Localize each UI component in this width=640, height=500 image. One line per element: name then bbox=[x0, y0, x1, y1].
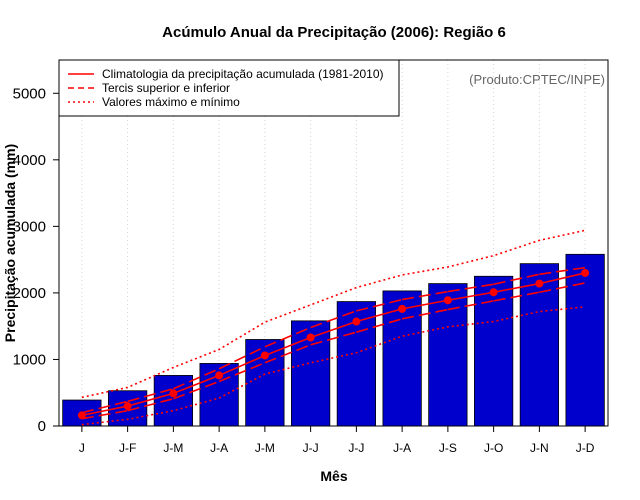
x-tick-label: J-M bbox=[163, 441, 183, 455]
x-tick-label: J-O bbox=[484, 441, 503, 455]
x-tick-label: J-D bbox=[576, 441, 595, 455]
climatology-point bbox=[215, 371, 224, 380]
bar bbox=[565, 253, 605, 427]
x-tick-label: J-F bbox=[119, 441, 136, 455]
bar bbox=[245, 339, 285, 427]
bar bbox=[382, 290, 422, 427]
y-tick-label: 5000 bbox=[13, 85, 46, 102]
y-tick-label: 3000 bbox=[13, 218, 46, 235]
upper-tercile-segment bbox=[493, 273, 540, 286]
lower-tercile-segment bbox=[173, 380, 220, 400]
y-tick-label: 1000 bbox=[13, 351, 46, 368]
x-tick-label: J-S bbox=[439, 441, 457, 455]
y-axis: 0 1000 2000 3000 4000 5000 bbox=[13, 85, 59, 435]
lower-tercile-segment bbox=[81, 409, 128, 420]
y-tick-label: 0 bbox=[38, 418, 46, 435]
bar bbox=[428, 283, 468, 427]
lower-tercile-segment bbox=[356, 318, 403, 333]
lower-tercile-segment bbox=[127, 397, 174, 412]
climatology-point bbox=[398, 304, 407, 313]
x-tick-label: J-J bbox=[348, 441, 364, 455]
upper-tercile-segment bbox=[218, 346, 266, 370]
climatology-point bbox=[581, 268, 590, 277]
lower-tercile-segment bbox=[539, 282, 586, 294]
chart-title: Acúmulo Anual da Precipitação (2006): Re… bbox=[162, 24, 506, 41]
lower-tercile-segment bbox=[401, 308, 449, 320]
x-tick-label: J-A bbox=[393, 441, 411, 455]
climatology-point bbox=[77, 411, 86, 420]
climatology-point bbox=[352, 317, 361, 326]
credit-text: (Produto:CPTEC/INPE) bbox=[469, 72, 605, 87]
x-tick-label: J-J bbox=[303, 441, 319, 455]
y-axis-title: Precipitação acumulada (mm) bbox=[2, 144, 18, 342]
upper-tercile-segment bbox=[447, 283, 494, 293]
x-tick-label: J-N bbox=[530, 441, 549, 455]
x-axis: J J-F J-M J-A J-M J-J J-J J-A J-S J-O J-N J-D bbox=[79, 426, 595, 455]
upper-tercile-segment bbox=[173, 368, 220, 390]
x-tick-label: J bbox=[79, 441, 85, 455]
y-tick-label: 2000 bbox=[13, 285, 46, 302]
legend-label-climatology: Climatologia da precipitação acumulada (… bbox=[102, 67, 384, 81]
bar bbox=[519, 263, 559, 427]
legend-box bbox=[58, 59, 400, 117]
upper-tercile-segment bbox=[81, 400, 128, 414]
y-tick-label: 4000 bbox=[13, 152, 46, 169]
max-line bbox=[81, 229, 586, 399]
x-tick-label: J-M bbox=[255, 441, 275, 455]
climatology-line bbox=[81, 272, 586, 417]
upper-tercile-segment bbox=[356, 298, 403, 312]
climatology-point bbox=[123, 402, 132, 411]
climatology-point bbox=[260, 351, 269, 360]
lower-tercile-segment bbox=[310, 331, 357, 346]
upper-tercile-segment bbox=[539, 266, 586, 276]
upper-tercile-segment bbox=[401, 290, 449, 301]
lower-tercile-segment bbox=[264, 344, 311, 364]
upper-tercile-segment bbox=[310, 310, 357, 329]
climatology-point bbox=[306, 333, 315, 342]
x-tick-label: J-A bbox=[210, 441, 228, 455]
legend: Climatologia da precipitação acumulada (… bbox=[58, 59, 400, 117]
lower-tercile-segment bbox=[493, 291, 540, 302]
series-lines bbox=[77, 229, 590, 426]
legend-label-terciles: Tercis superior e inferior bbox=[102, 81, 230, 95]
upper-tercile-segment bbox=[127, 387, 174, 403]
climatology-point bbox=[489, 288, 498, 297]
legend-label-extremes: Valores máximo e mínimo bbox=[102, 95, 240, 109]
climatology-point bbox=[443, 296, 452, 305]
bar bbox=[474, 275, 514, 427]
bar bbox=[153, 375, 193, 427]
upper-tercile-segment bbox=[264, 326, 311, 348]
lower-tercile-segment bbox=[447, 300, 494, 311]
lower-tercile-segment bbox=[218, 362, 266, 383]
x-axis-title: Mês bbox=[320, 468, 347, 484]
climatology-point bbox=[169, 389, 178, 398]
bars bbox=[62, 253, 605, 427]
climatology-point bbox=[535, 279, 544, 288]
